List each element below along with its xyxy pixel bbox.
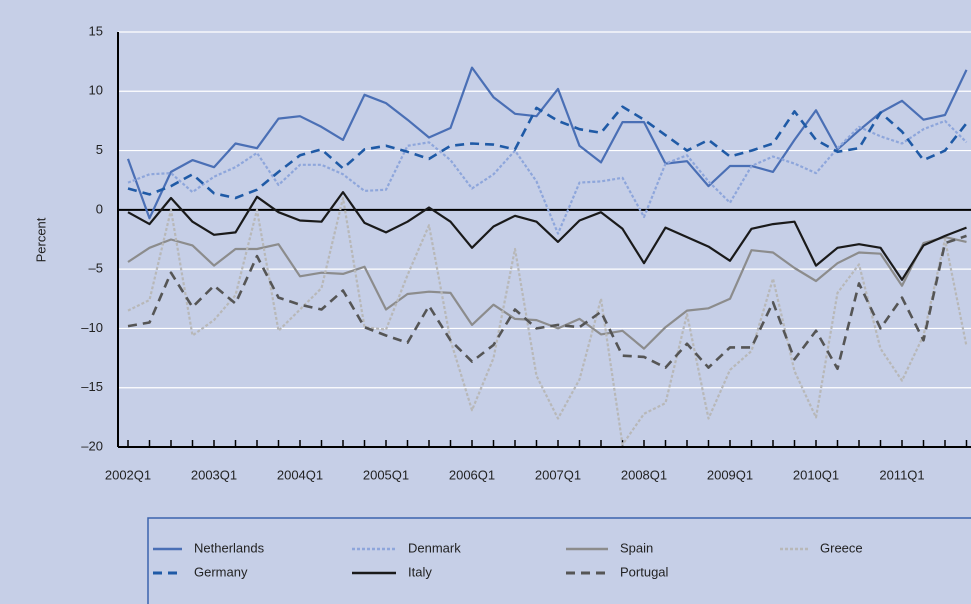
y-tick-label: –10 bbox=[81, 320, 103, 335]
x-tick-label: 2006Q1 bbox=[449, 467, 495, 482]
series-line bbox=[127, 119, 968, 235]
y-tick-label: 5 bbox=[96, 142, 103, 157]
legend-label: Portugal bbox=[620, 564, 669, 579]
x-tick-label: 2008Q1 bbox=[621, 467, 667, 482]
x-tick-label: 2004Q1 bbox=[277, 467, 323, 482]
y-tick-label: 0 bbox=[96, 201, 103, 216]
y-axis-label: Percent bbox=[33, 217, 48, 262]
legend-label: Germany bbox=[194, 564, 248, 579]
y-tick-label: 10 bbox=[89, 83, 103, 98]
y-tick-label: –15 bbox=[81, 379, 103, 394]
series-line bbox=[127, 105, 968, 200]
legend-label: Netherlands bbox=[194, 540, 265, 555]
x-tick-label: 2009Q1 bbox=[707, 467, 753, 482]
x-tick-label: 2002Q1 bbox=[105, 467, 151, 482]
legend-label: Denmark bbox=[408, 540, 461, 555]
x-tick-label: 2007Q1 bbox=[535, 467, 581, 482]
legend-label: Italy bbox=[408, 564, 432, 579]
y-tick-label: –20 bbox=[81, 438, 103, 453]
y-tick-label: 15 bbox=[89, 23, 103, 38]
series-line bbox=[127, 196, 968, 446]
legend-label: Spain bbox=[620, 540, 653, 555]
series-line bbox=[126, 66, 968, 220]
x-tick-label: 2010Q1 bbox=[793, 467, 839, 482]
series-line bbox=[127, 234, 967, 370]
series-line bbox=[127, 236, 967, 350]
legend-box bbox=[147, 517, 971, 604]
x-tick-label: 2003Q1 bbox=[191, 467, 237, 482]
series-line bbox=[127, 191, 967, 281]
x-tick-label: 2005Q1 bbox=[363, 467, 409, 482]
legend-label: Greece bbox=[820, 540, 863, 555]
x-tick-label: 2011Q1 bbox=[879, 467, 924, 482]
y-tick-label: –5 bbox=[89, 261, 103, 276]
